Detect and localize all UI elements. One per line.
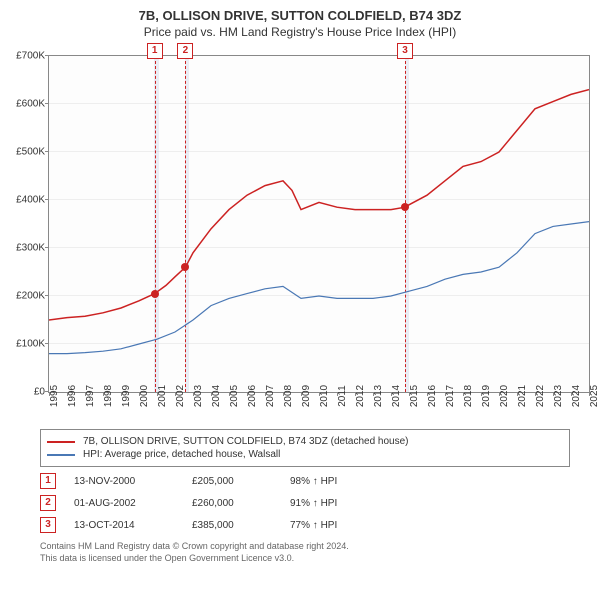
chart-title-1: 7B, OLLISON DRIVE, SUTTON COLDFIELD, B74… [0, 8, 600, 23]
footer-line-1: Contains HM Land Registry data © Crown c… [40, 541, 570, 553]
chart-title-2: Price paid vs. HM Land Registry's House … [0, 25, 600, 39]
transaction-price: £205,000 [192, 476, 272, 487]
sale-point [181, 263, 189, 271]
transaction-table: 1 13-NOV-2000 £205,000 98% ↑ HPI 2 01-AUG-200… [40, 473, 570, 533]
transaction-date: 13-NOV-2000 [74, 476, 174, 487]
y-tick-label: £300K [16, 243, 45, 254]
transaction-row: 2 01-AUG-2002 £260,000 91% ↑ HPI [40, 495, 570, 511]
footer-attribution: Contains HM Land Registry data © Crown c… [40, 541, 570, 564]
series-line-property_price [49, 90, 589, 320]
line-layer [49, 56, 589, 392]
footer-line-2: This data is licensed under the Open Gov… [40, 553, 570, 565]
legend-row: HPI: Average price, detached house, Wals… [47, 449, 563, 460]
transaction-date: 13-OCT-2014 [74, 520, 174, 531]
y-tick-label: £600K [16, 99, 45, 110]
legend-label: HPI: Average price, detached house, Wals… [83, 449, 280, 460]
transaction-price: £385,000 [192, 520, 272, 531]
y-tick-label: £0 [34, 387, 45, 398]
transaction-hpi: 98% ↑ HPI [290, 476, 337, 487]
legend-label: 7B, OLLISON DRIVE, SUTTON COLDFIELD, B74… [83, 436, 409, 447]
legend-swatch [47, 454, 75, 456]
transaction-row: 1 13-NOV-2000 £205,000 98% ↑ HPI [40, 473, 570, 489]
transaction-marker: 2 [40, 495, 56, 511]
chart-container: 7B, OLLISON DRIVE, SUTTON COLDFIELD, B74… [0, 0, 600, 590]
x-tick-label: 2025 [589, 385, 600, 407]
series-line-hpi_walsall [49, 222, 589, 354]
y-tick-label: £400K [16, 195, 45, 206]
transaction-price: £260,000 [192, 498, 272, 509]
sale-point [151, 290, 159, 298]
plot-area: £0£100K£200K£300K£400K£500K£600K£700K199… [48, 55, 590, 393]
transaction-date: 01-AUG-2002 [74, 498, 174, 509]
y-tick-label: £100K [16, 339, 45, 350]
transaction-hpi: 91% ↑ HPI [290, 498, 337, 509]
legend-swatch [47, 441, 75, 443]
transaction-marker: 1 [40, 473, 56, 489]
chart-area: £0£100K£200K£300K£400K£500K£600K£700K199… [6, 53, 594, 423]
sale-point [401, 203, 409, 211]
transaction-row: 3 13-OCT-2014 £385,000 77% ↑ HPI [40, 517, 570, 533]
legend-row: 7B, OLLISON DRIVE, SUTTON COLDFIELD, B74… [47, 436, 563, 447]
y-tick-label: £200K [16, 291, 45, 302]
legend: 7B, OLLISON DRIVE, SUTTON COLDFIELD, B74… [40, 429, 570, 467]
transaction-marker: 3 [40, 517, 56, 533]
y-tick-label: £500K [16, 147, 45, 158]
transaction-hpi: 77% ↑ HPI [290, 520, 337, 531]
y-tick-label: £700K [16, 51, 45, 62]
